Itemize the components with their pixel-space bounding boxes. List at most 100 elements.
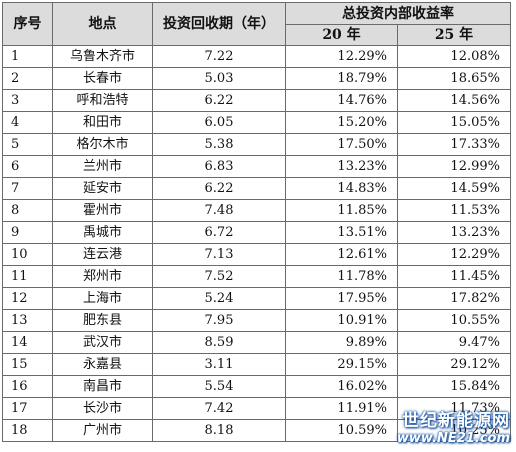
cell-irr-25: 12.08% [397,45,511,68]
cell-location: 广州市 [52,419,153,442]
cell-seq: 2 [2,67,53,90]
cell-location: 延安市 [52,177,153,200]
table-row: 17 长沙市 7.42 11.91% 11.73% [2,397,511,420]
cell-seq: 6 [2,155,53,178]
table-body: 1 乌鲁木齐市 7.22 12.29% 12.08% 2 长春市 5.03 18.79% 18.6… [2,45,511,442]
table-row: 5 格尔木市 5.38 17.50% 17.33% [2,133,511,156]
cell-seq: 10 [2,243,53,266]
cell-irr-25: 15.84% [397,375,511,398]
cell-irr-20: 17.50% [285,133,398,156]
cell-location: 长春市 [52,67,153,90]
cell-seq: 4 [2,111,53,134]
cell-irr-20: 13.23% [285,155,398,178]
cell-seq: 3 [2,89,53,112]
cell-payback: 5.03 [152,67,286,90]
cell-irr-25: 11.53% [397,199,511,222]
cell-irr-20: 29.15% [285,353,398,376]
cell-payback: 6.72 [152,221,286,244]
table-header: 序号 地点 投资回收期（年） 总投资内部收益率 20 年 25 年 [2,2,511,46]
cell-irr-20: 11.91% [285,397,398,420]
site-watermark: 世纪新能源网 www.NE21.com [397,406,510,446]
cell-seq: 17 [2,397,53,420]
cell-payback: 5.54 [152,375,286,398]
cell-irr-25: 17.33% [397,133,511,156]
cell-payback: 3.11 [152,353,286,376]
table-row: 18 广州市 8.18 10.59% 10.25% [2,419,511,442]
cell-irr-20: 14.83% [285,177,398,200]
cell-irr-25: 10.55% [397,309,511,332]
cell-irr-20: 9.89% [285,331,398,354]
cell-irr-20: 11.78% [285,265,398,288]
cell-irr-20: 10.91% [285,309,398,332]
cell-irr-20: 12.61% [285,243,398,266]
cell-location: 乌鲁木齐市 [52,45,153,68]
cell-irr-20: 17.95% [285,287,398,310]
table-row: 13 肥东县 7.95 10.91% 10.55% [2,309,511,332]
cell-seq: 16 [2,375,53,398]
cell-irr-25: 9.47% [397,331,511,354]
cell-irr-25: 18.65% [397,67,511,90]
table-row: 10 连云港 7.13 12.61% 12.29% [2,243,511,266]
cell-seq: 7 [2,177,53,200]
cell-irr-20: 18.79% [285,67,398,90]
cell-payback: 7.13 [152,243,286,266]
cell-seq: 18 [2,419,53,442]
cell-irr-25: 15.05% [397,111,511,134]
cell-seq: 9 [2,221,53,244]
cell-irr-25: 14.59% [397,177,511,200]
cell-irr-25: 17.82% [397,287,511,310]
cell-payback: 7.95 [152,309,286,332]
cell-location: 南昌市 [52,375,153,398]
cell-payback: 6.22 [152,177,286,200]
cell-payback: 8.18 [152,419,286,442]
cell-seq: 13 [2,309,53,332]
cell-payback: 8.59 [152,331,286,354]
cell-irr-25: 10.25% [397,419,511,442]
cell-location: 连云港 [52,243,153,266]
cell-location: 禹城市 [52,221,153,244]
table-container: 序号 地点 投资回收期（年） 总投资内部收益率 20 年 25 年 1 乌鲁木齐市… [2,2,511,442]
cell-seq: 1 [2,45,53,68]
cell-payback: 5.38 [152,133,286,156]
cell-seq: 5 [2,133,53,156]
table-row: 8 霍州市 7.48 11.85% 11.53% [2,199,511,222]
cell-irr-20: 15.20% [285,111,398,134]
cell-location: 肥东县 [52,309,153,332]
cell-location: 兰州市 [52,155,153,178]
cell-location: 郑州市 [52,265,153,288]
cell-irr-20: 10.59% [285,419,398,442]
table-row: 4 和田市 6.05 15.20% 15.05% [2,111,511,134]
cell-location: 永嘉县 [52,353,153,376]
cell-irr-25: 11.45% [397,265,511,288]
cell-payback: 6.05 [152,111,286,134]
cell-irr-20: 13.51% [285,221,398,244]
cell-location: 霍州市 [52,199,153,222]
watermark-name: 世纪新能源网 [402,411,510,431]
cell-payback: 7.22 [152,45,286,68]
cell-payback: 7.52 [152,265,286,288]
cell-irr-25: 29.12% [397,353,511,376]
table-row: 9 禹城市 6.72 13.51% 13.23% [2,221,511,244]
header-irr-25: 25 年 [397,24,511,46]
cell-payback: 6.83 [152,155,286,178]
table-row: 1 乌鲁木齐市 7.22 12.29% 12.08% [2,45,511,68]
cell-payback: 7.48 [152,199,286,222]
table-row: 15 永嘉县 3.11 29.15% 29.12% [2,353,511,376]
cell-location: 和田市 [52,111,153,134]
header-seq: 序号 [2,2,53,46]
cell-irr-25: 11.73% [397,397,511,420]
cell-irr-20: 14.76% [285,89,398,112]
cell-location: 呼和浩特 [52,89,153,112]
cell-seq: 15 [2,353,53,376]
table-row: 7 延安市 6.22 14.83% 14.59% [2,177,511,200]
table-row: 2 长春市 5.03 18.79% 18.65% [2,67,511,90]
cell-irr-20: 12.29% [285,45,398,68]
table-row: 3 呼和浩特 6.22 14.76% 14.56% [2,89,511,112]
table-row: 14 武汉市 8.59 9.89% 9.47% [2,331,511,354]
cell-location: 格尔木市 [52,133,153,156]
cell-location: 长沙市 [52,397,153,420]
investment-return-table: 序号 地点 投资回收期（年） 总投资内部收益率 20 年 25 年 1 乌鲁木齐市… [2,2,511,442]
cell-irr-25: 12.29% [397,243,511,266]
cell-irr-25: 14.56% [397,89,511,112]
cell-irr-25: 12.99% [397,155,511,178]
